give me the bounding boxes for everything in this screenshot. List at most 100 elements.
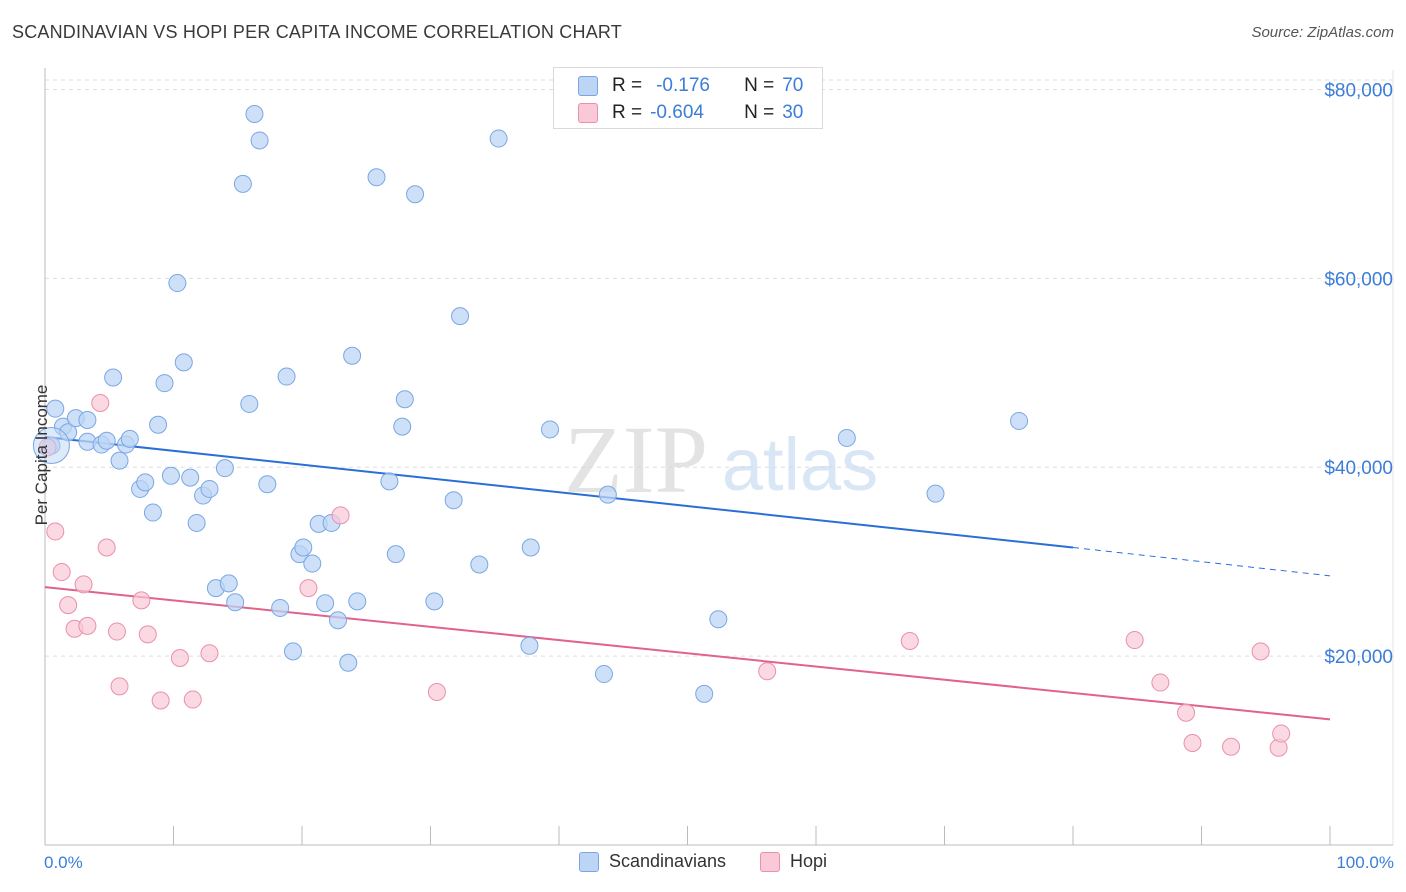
scandinavian-point	[425, 592, 444, 611]
scandinavian-point	[155, 374, 174, 393]
scandinavian-point	[837, 428, 856, 447]
scandinavian-point	[393, 417, 412, 436]
y-tick-label: $80,000	[1324, 80, 1393, 101]
scandinavian-point	[926, 484, 945, 503]
hopi-point	[170, 649, 189, 667]
hopi-n-value: 30	[782, 102, 804, 123]
scandinavian-point-large	[32, 427, 70, 464]
n-label: N =	[744, 102, 775, 123]
scandinavian-point	[233, 174, 252, 193]
r-label: R =	[612, 75, 643, 96]
stats-row-scandinavian: R = -0.176 N = 70	[578, 74, 803, 98]
hopi-point	[299, 579, 318, 598]
scandinavian-point	[78, 411, 97, 429]
scandinavian-point	[104, 368, 123, 387]
scandinavian-point	[451, 307, 470, 326]
hopi-point	[78, 616, 97, 635]
scandinavian-n-value: 70	[782, 75, 804, 96]
scandinavian-point	[136, 473, 155, 492]
hopi-point	[1272, 724, 1291, 743]
scandinavian-trend-extension	[1072, 547, 1331, 577]
scandinavian-point	[470, 555, 489, 574]
hopi-point	[427, 683, 446, 701]
scandinavian-point	[386, 545, 405, 564]
scandinavians-legend-swatch	[578, 851, 599, 872]
scandinavian-point	[200, 479, 219, 498]
watermark-zip: ZIP	[564, 406, 708, 513]
y-tick-label: $40,000	[1324, 458, 1393, 479]
scandinavians-legend-label: Scandinavians	[608, 851, 727, 871]
hopi-point	[46, 522, 65, 541]
scandinavian-point	[215, 459, 234, 478]
hopi-point	[59, 596, 78, 615]
hopi-point	[1177, 703, 1196, 722]
scandinavian-point	[444, 491, 463, 510]
data-points	[32, 105, 1291, 757]
scandinavian-point	[367, 168, 386, 187]
scandinavian-point	[303, 554, 322, 573]
scandinavian-point	[520, 636, 539, 655]
r-label: R =	[612, 102, 643, 123]
hopi-point	[52, 563, 71, 582]
hopi-point	[331, 506, 350, 525]
scandinavian-point	[174, 353, 193, 372]
hopi-r-value: -0.604	[650, 102, 704, 123]
hopi-point	[183, 690, 202, 709]
scandinavian-point	[226, 593, 245, 612]
scandinavian-point	[110, 451, 129, 470]
scandinavian-point	[1010, 411, 1029, 430]
scandinavian-point	[97, 431, 116, 450]
scandinavian-point	[489, 129, 508, 148]
x-tick-label-min: 0.0%	[44, 853, 83, 872]
hopi-point	[74, 575, 93, 594]
scandinavian-point	[541, 420, 560, 439]
trend-lines	[44, 436, 1331, 721]
scandinavian-point	[594, 665, 613, 684]
bottom-legend: Scandinavians Hopi	[0, 851, 1406, 872]
hopi-legend-label: Hopi	[790, 851, 828, 871]
scandinavian-point	[250, 131, 269, 150]
scandinavian-point	[120, 429, 139, 448]
scandinavian-point	[294, 538, 313, 557]
n-label: N =	[744, 75, 775, 96]
hopi-point	[1151, 673, 1170, 692]
hopi-point	[1251, 642, 1270, 661]
y-axis-label: Per Capita Income	[32, 384, 51, 526]
hopi-trend-line	[44, 586, 1331, 721]
scandinavian-point	[271, 598, 290, 617]
hopi-point	[1125, 631, 1144, 650]
scandinavian-point	[339, 653, 358, 672]
chart-title: SCANDINAVIAN VS HOPI PER CAPITA INCOME C…	[12, 22, 622, 42]
scandinavian-point	[161, 466, 180, 485]
scandinavian-point	[46, 399, 65, 418]
scandinavian-point	[343, 346, 362, 365]
scandinavian-point	[709, 610, 728, 629]
scandinavian-point	[168, 274, 187, 293]
stats-row-hopi: R = -0.604 N = 30	[578, 101, 803, 125]
scandinavian-point	[316, 594, 335, 613]
scandinavian-point	[240, 394, 259, 413]
stats-legend: R = -0.176 N = 70 R = -0.604 N = 30	[553, 67, 823, 129]
scandinavian-point	[521, 538, 540, 557]
scandinavian-point	[395, 390, 414, 409]
hopi-point	[1222, 737, 1241, 756]
scandinavian-point	[348, 592, 367, 611]
hopi-point	[151, 691, 170, 710]
scandinavian-point	[219, 574, 238, 593]
scandinavian-point	[181, 468, 200, 487]
x-tick-label-max: 100.0%	[1336, 853, 1394, 872]
legend-item-hopi[interactable]: Hopi	[760, 851, 827, 872]
hopi-point	[107, 622, 126, 641]
scandinavian-point	[258, 475, 277, 494]
y-tick-label: $60,000	[1324, 269, 1393, 290]
scandinavian-point	[284, 642, 303, 661]
legend-item-scandinavians[interactable]: Scandinavians	[578, 851, 727, 872]
hopi-point	[91, 394, 110, 412]
scandinavian-swatch	[578, 76, 598, 96]
scandinavian-point	[187, 513, 206, 532]
scandinavian-point	[328, 611, 347, 630]
hopi-point	[97, 538, 116, 557]
hopi-legend-swatch	[760, 851, 781, 872]
scandinavian-point	[245, 105, 264, 123]
